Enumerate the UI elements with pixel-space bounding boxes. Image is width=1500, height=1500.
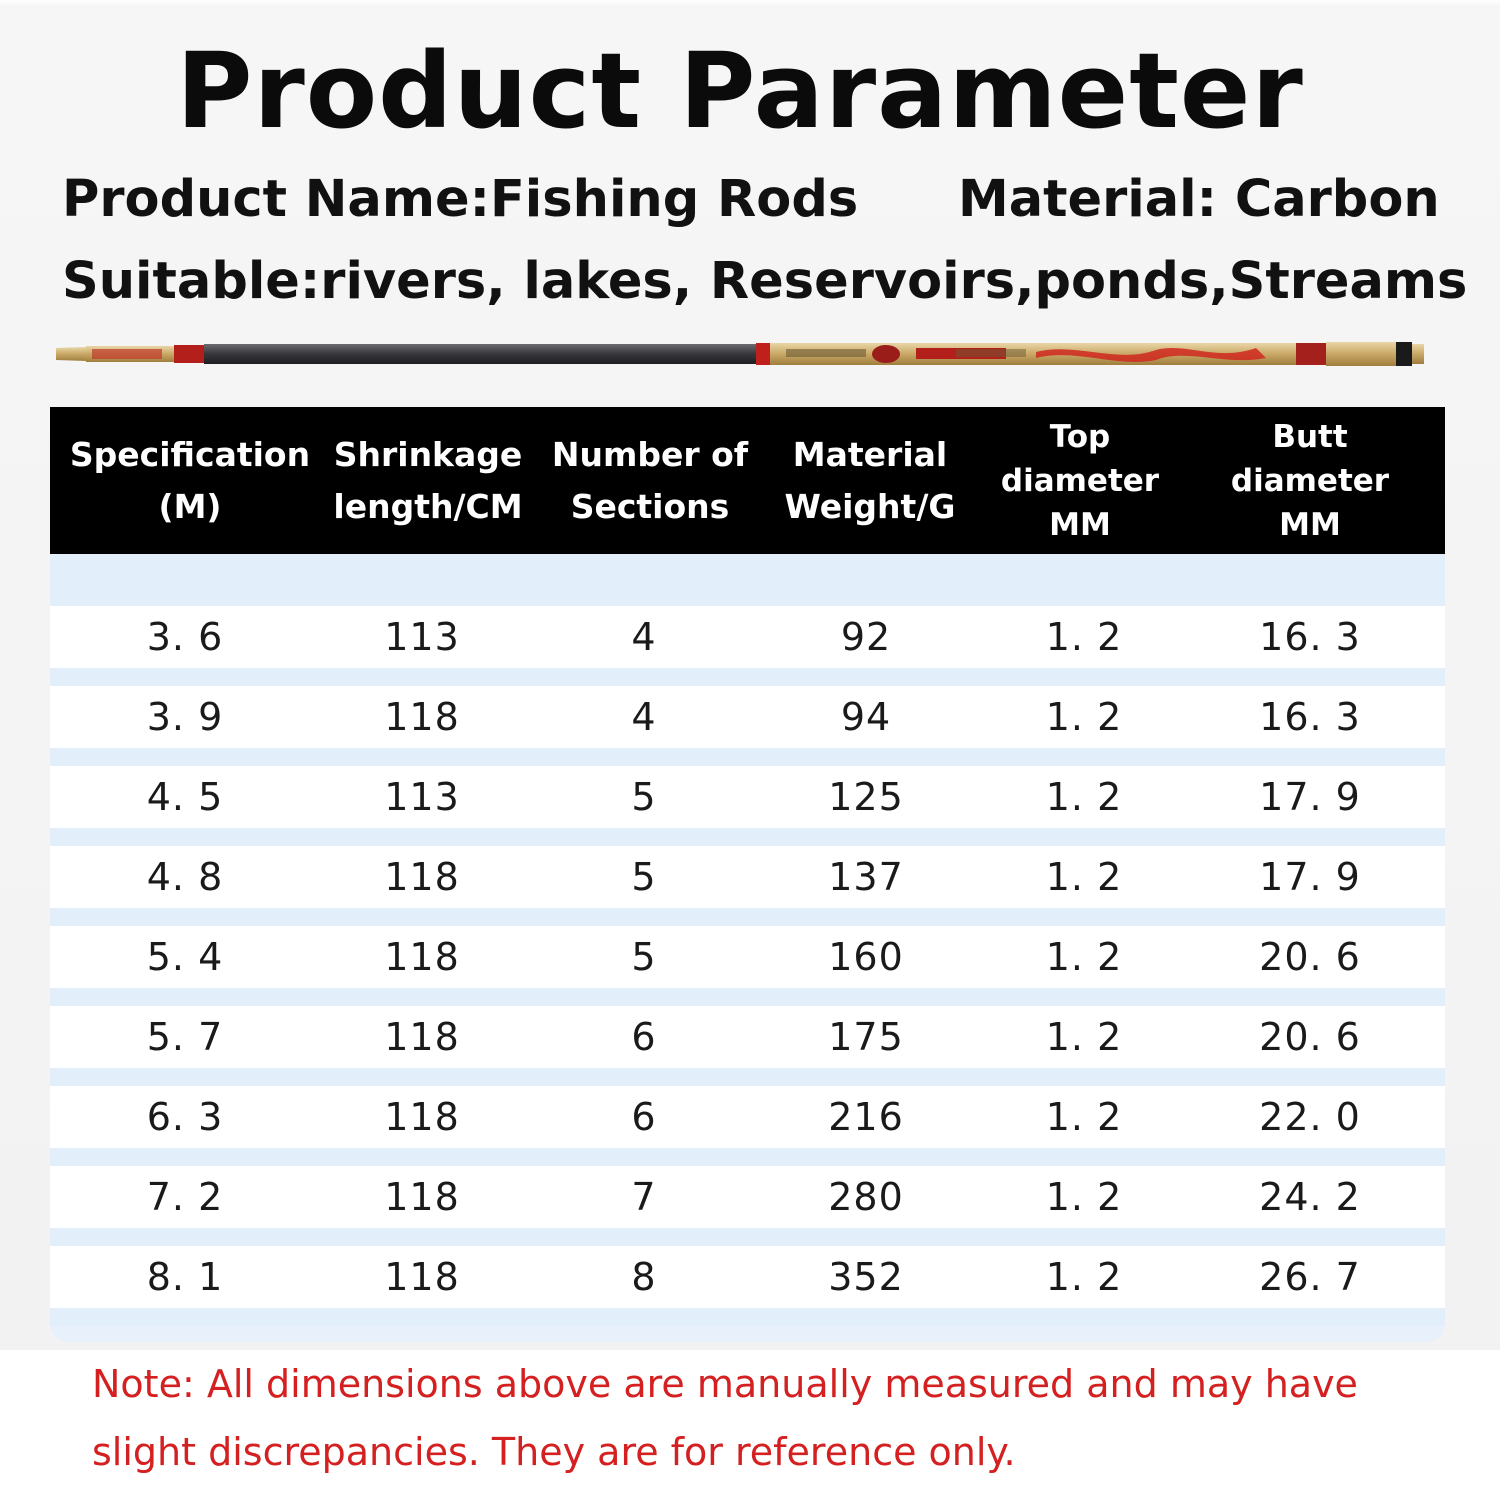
table-row: 5. 7 118 6 175 1. 2 20. 6 <box>50 1006 1445 1068</box>
table-cell: 118 <box>384 695 460 739</box>
table-cell: 113 <box>384 615 460 659</box>
table-cell: 216 <box>828 1095 904 1139</box>
table-row: 4. 8 118 5 137 1. 2 17. 9 <box>50 846 1445 908</box>
table-cell: 5. 7 <box>146 1015 224 1059</box>
table-cell: 8 <box>631 1255 657 1299</box>
row-separator <box>50 1308 1445 1326</box>
table-cell: 280 <box>828 1175 904 1219</box>
row-separator <box>50 1068 1445 1086</box>
table-cell: 5 <box>631 855 657 899</box>
row-separator <box>50 668 1445 686</box>
row-background <box>50 606 1445 668</box>
table-row: 7. 2 118 7 280 1. 2 24. 2 <box>50 1166 1445 1228</box>
table-cell: 1. 2 <box>1045 1255 1123 1299</box>
table-cell: 113 <box>384 775 460 819</box>
table-cell: 118 <box>384 935 460 979</box>
table-cell: 26. 7 <box>1259 1255 1361 1299</box>
row-separator <box>50 988 1445 1006</box>
row-background <box>50 766 1445 828</box>
header-specification: Specification (M) <box>69 434 311 526</box>
row-background <box>50 1246 1445 1308</box>
table-cell: 125 <box>828 775 904 819</box>
table-cell: 17. 9 <box>1259 775 1361 819</box>
table-cell: 5 <box>631 935 657 979</box>
table-cell: 118 <box>384 1095 460 1139</box>
table-cell: 4 <box>631 695 657 739</box>
table-cell: 24. 2 <box>1259 1175 1361 1219</box>
row-separator <box>50 1148 1445 1166</box>
table-cell: 5 <box>631 775 657 819</box>
table-cell: 94 <box>840 695 892 739</box>
table-row: 5. 4 118 5 160 1. 2 20. 6 <box>50 926 1445 988</box>
table-cell: 16. 3 <box>1259 695 1361 739</box>
row-separator <box>50 908 1445 926</box>
row-separator <box>50 828 1445 846</box>
table-body: 3. 6 113 4 92 1. 2 16. 3 3. 9 118 4 94 1. 2 16. 3 4.… <box>50 554 1445 1342</box>
header-material-weight: Material Weight/G <box>784 434 956 526</box>
row-background <box>50 926 1445 988</box>
suitable-info: Suitable:rivers, lakes, Reservoirs,ponds… <box>62 252 1468 311</box>
table-cell: 118 <box>384 1175 460 1219</box>
table-cell: 137 <box>828 855 904 899</box>
table-cell: 8. 1 <box>146 1255 224 1299</box>
table-cell: 118 <box>384 855 460 899</box>
table-cell: 7 <box>631 1175 657 1219</box>
table-cell: 6. 3 <box>146 1095 224 1139</box>
spec-table: Specification (M) Shrinkage length/CM Numb… <box>50 407 1445 1342</box>
row-separator <box>50 748 1445 766</box>
row-background <box>50 846 1445 908</box>
table-header: Specification (M) Shrinkage length/CM Numb… <box>50 407 1445 554</box>
table-cell: 1. 2 <box>1045 1015 1123 1059</box>
row-separator <box>50 1228 1445 1246</box>
table-cell: 6 <box>631 1015 657 1059</box>
table-cell: 4. 5 <box>146 775 224 819</box>
table-cell: 92 <box>840 615 892 659</box>
row-background <box>50 686 1445 748</box>
table-cell: 160 <box>828 935 904 979</box>
disclaimer-note: Note: All dimensions above are manually … <box>92 1362 1358 1474</box>
table-spacer <box>50 554 1445 606</box>
table-row: 3. 6 113 4 92 1. 2 16. 3 <box>50 606 1445 668</box>
table-cell: 1. 2 <box>1045 695 1123 739</box>
table-cell: 118 <box>384 1015 460 1059</box>
table-cell: 5. 4 <box>146 935 224 979</box>
table-cell: 3. 6 <box>146 615 224 659</box>
table-cell: 1. 2 <box>1045 1095 1123 1139</box>
table-cell: 1. 2 <box>1045 775 1123 819</box>
table-cell: 1. 2 <box>1045 855 1123 899</box>
table-cell: 20. 6 <box>1259 1015 1361 1059</box>
row-background <box>50 1086 1445 1148</box>
table-cell: 1. 2 <box>1045 935 1123 979</box>
table-cell: 1. 2 <box>1045 1175 1123 1219</box>
header-shrinkage-length: Shrinkage length/CM <box>333 434 523 526</box>
table-cell: 352 <box>828 1255 904 1299</box>
fishing-rod-image <box>56 342 1424 366</box>
header-number-of-sections: Number of Sections <box>551 434 749 526</box>
table-cell: 6 <box>631 1095 657 1139</box>
header-butt-diameter: Butt diameter MM <box>1230 418 1390 543</box>
table-cell: 22. 0 <box>1259 1095 1361 1139</box>
table-row: 4. 5 113 5 125 1. 2 17. 9 <box>50 766 1445 828</box>
header-top-diameter: Top diameter MM <box>1000 418 1160 543</box>
table-row: 6. 3 118 6 216 1. 2 22. 0 <box>50 1086 1445 1148</box>
table-cell: 20. 6 <box>1259 935 1361 979</box>
page-title: Product Parameter <box>176 30 1304 152</box>
row-background <box>50 1166 1445 1228</box>
table-cell: 4 <box>631 615 657 659</box>
row-background <box>50 1006 1445 1068</box>
table-cell: 16. 3 <box>1259 615 1361 659</box>
table-cell: 4. 8 <box>146 855 224 899</box>
table-cell: 118 <box>384 1255 460 1299</box>
table-row: 8. 1 118 8 352 1. 2 26. 7 <box>50 1246 1445 1308</box>
material-info: Material: Carbon <box>958 170 1440 229</box>
table-cell: 1. 2 <box>1045 615 1123 659</box>
product-name: Product Name:Fishing Rods <box>62 170 859 229</box>
table-cell: 3. 9 <box>146 695 224 739</box>
table-cell: 7. 2 <box>146 1175 224 1219</box>
table-cell: 175 <box>828 1015 904 1059</box>
table-row: 3. 9 118 4 94 1. 2 16. 3 <box>50 686 1445 748</box>
table-cell: 17. 9 <box>1259 855 1361 899</box>
